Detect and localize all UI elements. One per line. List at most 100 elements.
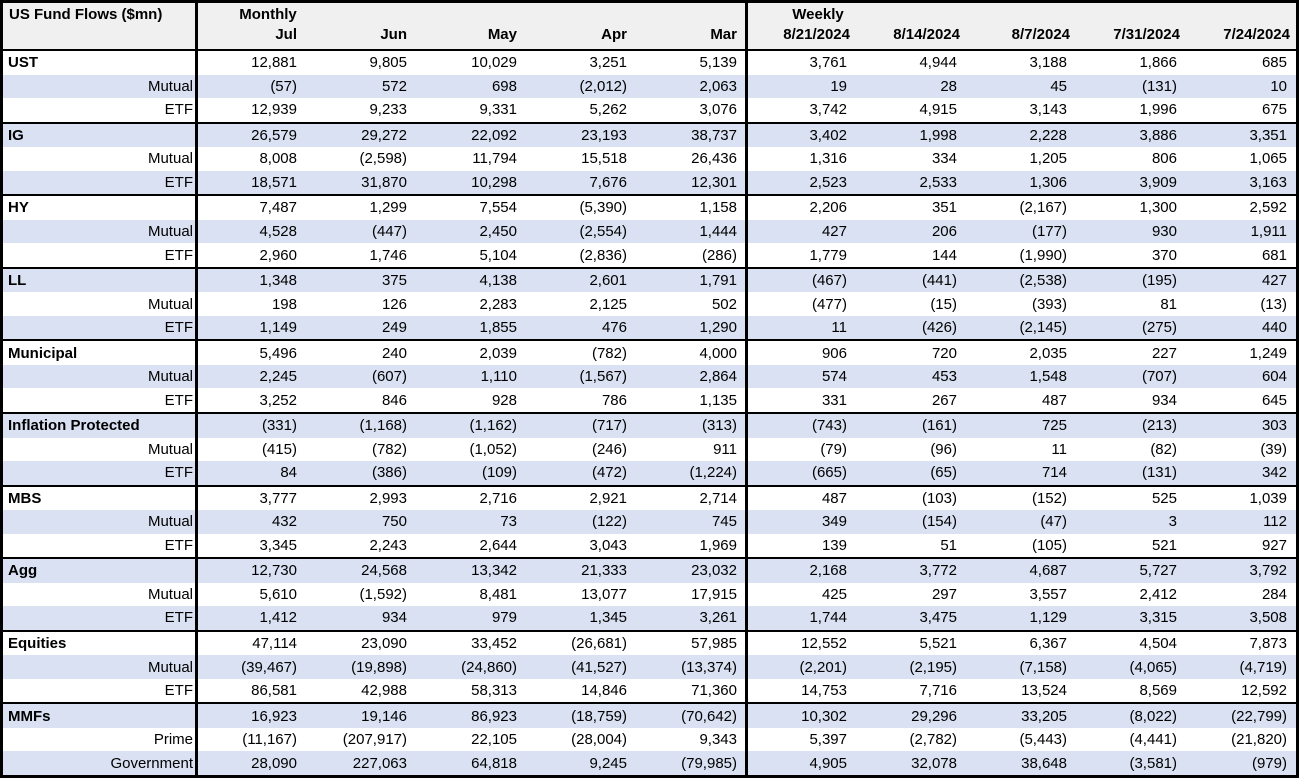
data-cell: 2,245 [259,368,297,386]
data-cell: 979 [491,609,517,627]
data-cell: (65) [930,464,957,482]
data-cell: 2,206 [809,199,847,217]
data-cell: 1,996 [1139,101,1177,119]
data-cell: 206 [931,222,957,240]
data-cell: 71,360 [691,682,737,700]
data-cell: 2,039 [479,344,517,362]
data-cell: 1,548 [1029,368,1067,386]
data-cell: 5,610 [259,585,297,603]
data-cell: 227,063 [352,754,407,772]
table-row: IG 26,579 29,272 22,092 23,193 38,737 3,402 1,9… [3,121,1296,148]
table-body: UST 12,881 9,805 10,029 3,251 5,139 3,761 4,944… [3,51,1296,775]
data-cell: 1,249 [1249,344,1287,362]
data-cell: 2,125 [589,295,627,313]
data-cell: 2,523 [809,173,847,191]
data-cell: 33,205 [1021,707,1067,725]
data-cell: 725 [1041,417,1067,435]
data-cell: (109) [481,464,517,482]
data-cell: (472) [591,464,627,482]
data-cell: (79,985) [681,754,737,772]
data-cell: 10,298 [471,173,517,191]
data-cell: (2,012) [579,77,627,95]
sub-row-label: ETF [164,682,193,700]
data-cell: 1,039 [1249,489,1287,507]
data-cell: 525 [1151,489,1177,507]
data-cell: 10 [1270,77,1287,95]
data-cell: 3,345 [259,536,297,554]
table-row: ETF 2,960 1,746 5,104 (2,836) (286) 1,779 144 (1… [3,243,1296,267]
data-cell: 1,110 [480,368,517,386]
table-row: Municipal 5,496 240 2,039 (782) 4,000 906 720 2,… [3,339,1296,365]
data-cell: 2,283 [479,295,517,313]
data-cell: 3,761 [809,54,847,72]
data-cell: (105) [1031,536,1067,554]
data-cell: 29,272 [361,126,407,144]
table-row: ETF 3,345 2,243 2,644 3,043 1,969 139 51 (105) 52… [3,533,1296,558]
data-cell: 1,205 [1029,150,1067,168]
data-cell: 2,035 [1029,344,1067,362]
data-cell: (2,201) [799,658,847,676]
table-row: Prime (11,167) (207,917) 22,105 (28,004) 9,34… [3,727,1296,752]
data-cell: 1,135 [699,391,737,409]
data-cell: 45 [1050,77,1067,95]
data-cell: (47) [1040,513,1067,531]
data-cell: 297 [931,585,957,603]
data-cell: (122) [591,513,627,531]
data-cell: (15) [930,295,957,313]
data-cell: 1,998 [919,126,957,144]
data-cell: 9,233 [369,101,407,119]
data-cell: 9,331 [479,101,517,119]
table-row: Mutual (415) (782) (1,052) (246) 911 (79) (96) 1… [3,437,1296,462]
sub-row-label: Prime [153,731,193,749]
data-cell: 574 [821,368,847,386]
data-cell: 1,129 [1029,609,1067,627]
data-cell: (246) [591,440,627,458]
data-cell: (177) [1031,222,1067,240]
table-row: Mutual 8,008 (2,598) 11,794 15,518 26,436 1,31… [3,147,1296,171]
data-cell: (1,168) [359,417,407,435]
data-cell: 3,163 [1249,173,1287,191]
data-cell: 8,008 [259,150,297,168]
data-cell: 1,316 [809,150,847,168]
data-cell: 10,302 [801,707,847,725]
table-row: Mutual 2,245 (607) 1,110 (1,567) 2,864 574 453 1… [3,364,1296,389]
data-cell: 2,063 [699,77,737,95]
sub-row-label: Mutual [147,585,193,603]
data-cell: 12,730 [251,562,297,580]
data-cell: 23,193 [581,126,627,144]
data-cell: 334 [931,150,957,168]
table-row: HY 7,487 1,299 7,554 (5,390) 1,158 2,206 351 (2,… [3,194,1296,220]
data-cell: 3,251 [589,54,627,72]
data-cell: 453 [931,368,957,386]
sub-row-label: ETF [164,609,193,627]
data-cell: 22,092 [471,126,517,144]
data-cell: 1,158 [699,199,737,217]
data-cell: 7,554 [479,199,517,217]
data-cell: (21,820) [1231,731,1287,749]
data-cell: 2,243 [369,536,407,554]
data-cell: 4,000 [699,344,737,362]
category-label: LL [8,272,27,290]
table-row: Inflation Protected (331) (1,168) (1,162) (7… [3,411,1296,438]
data-cell: 19,146 [361,707,407,725]
data-cell: 487 [1041,391,1067,409]
data-cell: 3,742 [809,101,847,119]
monthly-weekly-divider [745,3,748,775]
data-cell: 698 [491,77,517,95]
data-cell: (11,167) [242,731,297,749]
table-header: US Fund Flows ($mn) Monthly Weekly Jul Ju… [3,3,1296,51]
data-cell: 349 [821,513,847,531]
data-cell: 2,716 [479,489,517,507]
data-cell: 5,262 [589,101,627,119]
data-cell: 38,737 [691,126,737,144]
data-cell: 112 [1263,513,1287,531]
table-row: Equities 47,114 23,090 33,452 (26,681) 57,985… [3,629,1296,656]
data-cell: 1,306 [1029,173,1067,191]
table-row: ETF 84 (386) (109) (472) (1,224) (665) (65) 714 (… [3,461,1296,485]
sub-row-label: ETF [164,464,193,482]
data-cell: 342 [1261,464,1287,482]
data-cell: (19,898) [351,658,407,676]
data-cell: 934 [1151,391,1177,409]
data-cell: (207,917) [342,731,407,749]
